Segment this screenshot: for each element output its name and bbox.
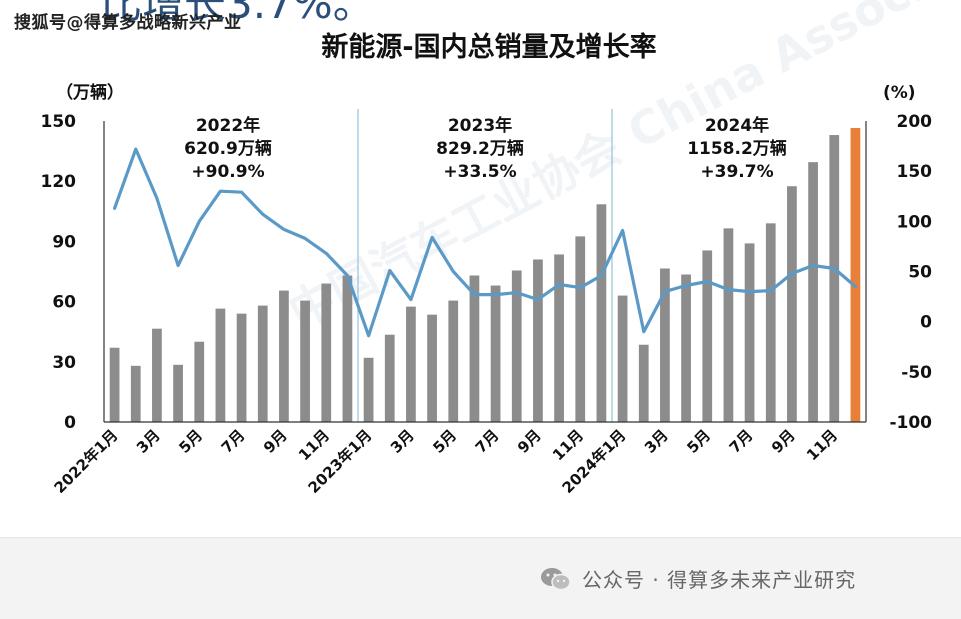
sales-bar <box>427 314 437 422</box>
right-tick-label: 100 <box>897 212 933 232</box>
footer-bar <box>0 537 961 619</box>
sales-bar <box>511 270 522 422</box>
year-annotation-text: 2023年 <box>448 115 512 136</box>
left-axis-unit: （万辆） <box>56 82 124 103</box>
right-axis-unit: (%) <box>883 83 916 103</box>
sales-chart: 中国汽车工业协会 China Association of Automobile… <box>41 0 961 497</box>
x-tick-label: 3月 <box>133 426 164 457</box>
sales-bar <box>638 344 649 422</box>
x-tick-label: 11月 <box>803 426 841 464</box>
year-annotation-text: 1158.2万辆 <box>687 138 787 159</box>
sales-bar <box>173 364 183 422</box>
left-tick-label: 30 <box>52 353 76 373</box>
sales-bar <box>448 300 459 422</box>
x-tick-label: 7月 <box>218 426 249 457</box>
sales-bar <box>596 204 607 422</box>
sales-bar <box>787 186 797 422</box>
x-tick-label: 11月 <box>295 426 333 464</box>
right-tick-label: 150 <box>897 162 933 182</box>
x-tick-label: 7月 <box>472 426 503 457</box>
x-tick-label: 5月 <box>175 426 206 457</box>
sales-bar <box>469 275 480 422</box>
x-tick-label: 3月 <box>641 426 672 457</box>
growth-rate-line <box>112 147 858 338</box>
left-tick-label: 90 <box>52 232 76 252</box>
left-tick-label: 150 <box>41 112 77 132</box>
sales-bar <box>681 274 691 422</box>
sales-bar <box>321 283 332 422</box>
clipped-heading: 比增长3.7%。 <box>100 0 375 28</box>
sales-bar <box>533 259 543 422</box>
year-annotation-text: 620.9万辆 <box>184 138 272 159</box>
right-tick-label: 200 <box>897 112 933 132</box>
wechat-icon <box>541 568 571 591</box>
year-annotation-text: 2022年 <box>196 115 260 136</box>
x-tick-label: 3月 <box>387 426 418 457</box>
sales-bar <box>236 313 247 422</box>
sales-bar <box>215 308 226 422</box>
sales-bar <box>575 236 586 422</box>
x-tick-label: 9月 <box>260 426 291 457</box>
x-tick-label: 11月 <box>549 426 587 464</box>
left-tick-label: 0 <box>64 413 76 433</box>
x-tick-label: 5月 <box>429 426 460 457</box>
x-tick-label: 7月 <box>726 426 757 457</box>
left-tick-label: 120 <box>41 172 77 192</box>
right-tick-label: -100 <box>889 413 932 433</box>
sales-bar <box>554 254 564 422</box>
sales-bar <box>765 223 776 422</box>
year-annotation-text: +33.5% <box>443 162 516 182</box>
sales-bar <box>342 275 353 422</box>
sales-bar <box>152 328 162 422</box>
sales-bar <box>109 347 120 422</box>
year-annotation-text: +39.7% <box>700 162 773 182</box>
sales-bar <box>617 295 628 422</box>
right-tick-label: 0 <box>920 313 932 333</box>
sales-bar <box>130 365 141 422</box>
sales-bar <box>406 306 416 422</box>
sales-bar <box>723 228 734 422</box>
sales-bar <box>279 290 289 422</box>
sales-bar <box>808 162 818 423</box>
left-tick-label: 60 <box>52 293 76 313</box>
source-tag: 搜狐号@得算多战略新兴产业 <box>14 13 242 33</box>
right-tick-label: 50 <box>908 263 932 283</box>
sales-bar <box>300 300 310 422</box>
sales-bar <box>363 357 374 422</box>
sales-bar <box>829 135 840 422</box>
sales-bar <box>384 334 395 422</box>
year-annotation-text: +90.9% <box>191 162 264 182</box>
sales-bar <box>194 341 205 422</box>
x-tick-label: 5月 <box>683 426 714 457</box>
right-tick-label: -50 <box>901 363 932 383</box>
x-tick-label: 2022年1月 <box>51 426 122 497</box>
sales-bar <box>702 250 713 422</box>
sales-bar <box>850 128 861 423</box>
year-annotation-text: 829.2万辆 <box>436 138 524 159</box>
x-tick-label: 9月 <box>768 426 799 457</box>
footer-account: 公众号 · 得算多未来产业研究 <box>582 568 857 592</box>
sales-bar <box>257 305 268 422</box>
x-tick-label: 9月 <box>514 426 545 457</box>
sales-bar <box>660 268 670 422</box>
year-annotation-text: 2024年 <box>705 115 769 136</box>
chart-title: 新能源-国内总销量及增长率 <box>321 31 656 63</box>
sales-bar <box>744 243 755 422</box>
sales-bar <box>490 285 501 422</box>
